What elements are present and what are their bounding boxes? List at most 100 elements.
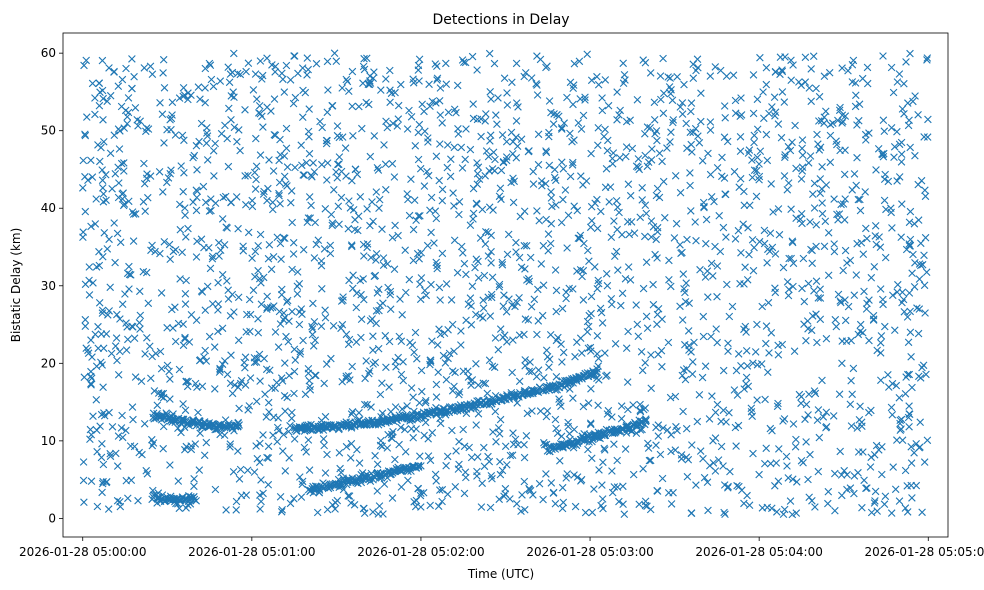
data-point (378, 442, 386, 451)
data-point (348, 176, 356, 185)
data-point (388, 159, 397, 168)
data-point (588, 437, 596, 446)
data-point (518, 391, 527, 399)
data-point (481, 240, 490, 248)
data-point (110, 68, 118, 76)
data-point (709, 272, 717, 280)
data-point (848, 78, 857, 86)
data-point (485, 356, 494, 364)
data-point (151, 247, 159, 256)
data-point (339, 485, 348, 494)
data-point (269, 253, 278, 261)
data-point (798, 163, 807, 171)
data-point (838, 491, 846, 500)
data-point (445, 349, 454, 358)
data-point (848, 390, 856, 399)
data-point (401, 425, 409, 434)
data-point (571, 502, 580, 511)
data-point (422, 291, 430, 300)
data-point (535, 479, 544, 488)
data-point (131, 373, 140, 381)
data-point (103, 97, 111, 106)
data-point (394, 101, 403, 110)
data-point (250, 354, 259, 362)
data-point (436, 84, 445, 92)
data-point (538, 181, 546, 190)
data-point (271, 384, 279, 393)
data-point (87, 336, 95, 344)
data-point (725, 312, 734, 321)
data-point (637, 348, 646, 356)
data-point (903, 313, 912, 321)
data-point (275, 189, 283, 198)
data-point (512, 59, 521, 68)
data-point (309, 489, 318, 497)
data-point (494, 345, 503, 354)
data-point (172, 499, 180, 508)
data-point (815, 146, 824, 154)
data-point (893, 78, 902, 86)
data-point (321, 306, 329, 314)
data-point (783, 278, 792, 286)
data-point (197, 119, 206, 128)
data-point (241, 172, 249, 180)
data-point (390, 265, 399, 273)
data-point (915, 275, 924, 283)
data-point (588, 508, 597, 517)
data-point (391, 221, 399, 230)
data-point (95, 79, 103, 88)
data-point (511, 435, 520, 444)
data-point (774, 120, 783, 128)
data-point (477, 132, 485, 141)
data-point (876, 349, 885, 357)
data-point (276, 493, 285, 501)
data-point (873, 507, 881, 515)
data-point (467, 321, 476, 329)
data-point (636, 406, 644, 415)
data-point (844, 302, 853, 311)
data-point (626, 276, 635, 284)
data-point (196, 95, 204, 103)
data-point (497, 195, 505, 204)
data-point (594, 354, 603, 363)
data-point (620, 71, 629, 79)
data-point (646, 69, 655, 77)
data-point (836, 103, 844, 112)
data-point (438, 119, 446, 127)
data-point (515, 253, 524, 262)
data-point (200, 353, 208, 361)
data-point (216, 366, 224, 374)
data-point (839, 266, 847, 275)
data-point (415, 255, 423, 263)
data-point (409, 393, 417, 401)
data-point (300, 171, 308, 179)
data-point (163, 361, 172, 370)
data-point (487, 472, 496, 480)
data-point (376, 441, 385, 450)
data-point (155, 168, 164, 176)
data-point (422, 396, 430, 405)
data-point (342, 330, 351, 339)
data-point (698, 373, 707, 382)
data-point (862, 224, 870, 233)
data-point (298, 480, 306, 489)
data-point (689, 74, 698, 82)
data-point (168, 98, 177, 107)
data-point (552, 176, 560, 185)
data-point (375, 204, 383, 212)
data-point (658, 157, 666, 166)
data-point (369, 332, 377, 340)
data-point (514, 440, 522, 449)
data-point (484, 293, 492, 301)
data-point (455, 210, 463, 219)
data-point (106, 149, 115, 158)
data-point (322, 139, 331, 148)
plot-frame (62, 32, 949, 538)
data-point (855, 116, 863, 125)
data-point (174, 477, 183, 485)
data-point (263, 292, 271, 301)
data-point (610, 440, 618, 448)
data-point (733, 481, 741, 490)
data-point (767, 329, 776, 337)
data-point (848, 60, 857, 69)
